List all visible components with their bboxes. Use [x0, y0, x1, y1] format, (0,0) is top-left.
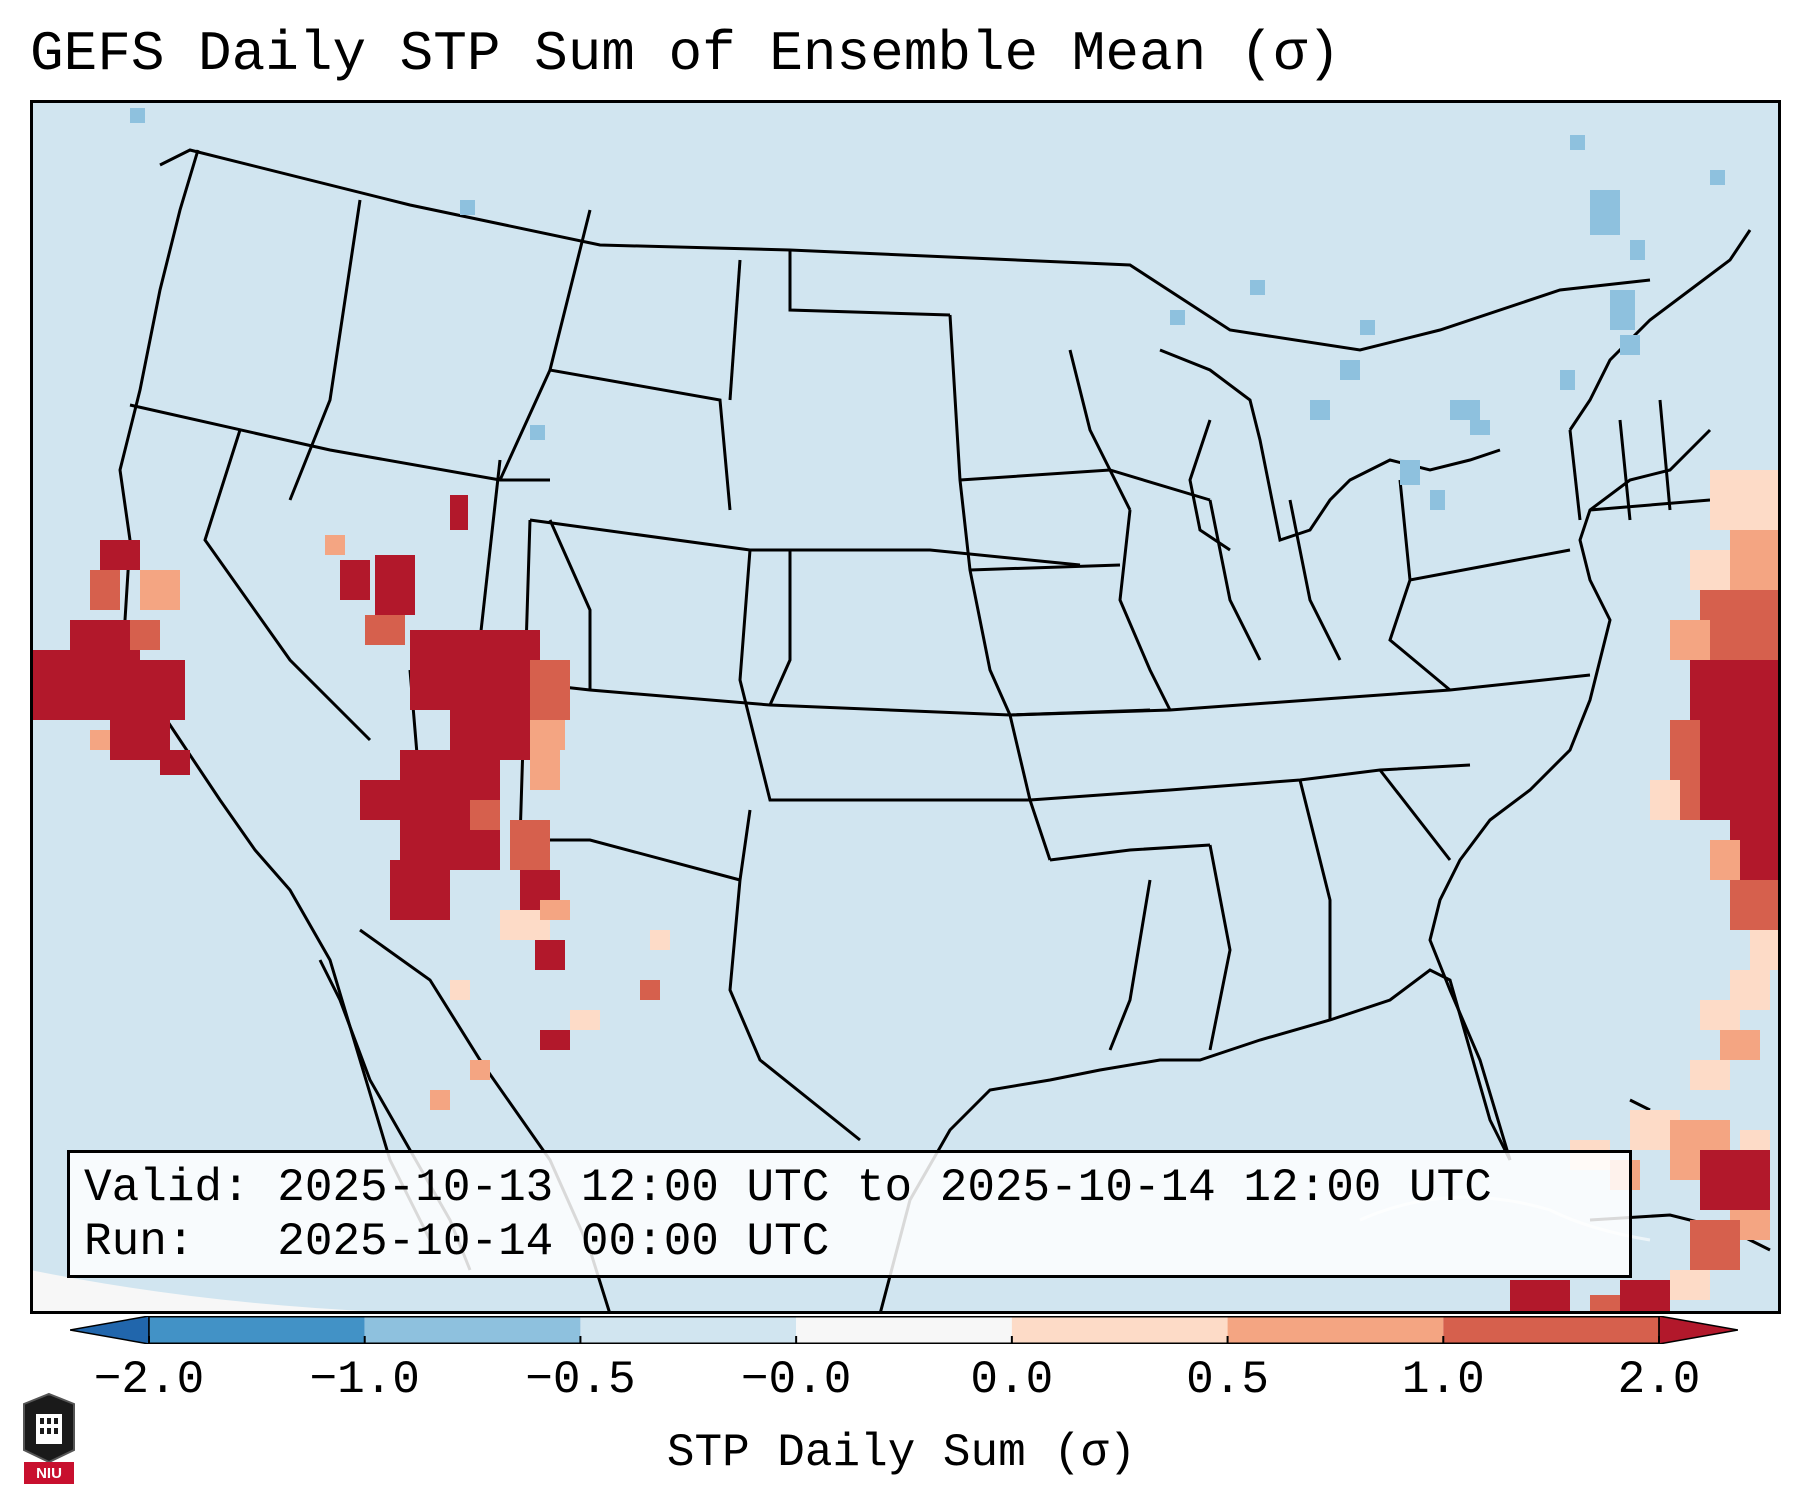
valid-time-line: Valid: 2025-10-13 12:00 UTC to 2025-10-1… — [84, 1162, 1492, 1214]
colorbar-bin — [364, 1316, 581, 1344]
map-title: GEFS Daily STP Sum of Ensemble Mean (σ) — [30, 22, 1341, 86]
map-background — [30, 100, 1781, 1314]
colorbar-tick-label: −2.0 — [93, 1354, 205, 1406]
colorbar-tick-labels: −2.0 −1.0 −0.5 −0.0 0.0 0.5 1.0 2.0 — [0, 1352, 1803, 1412]
colorbar-border — [148, 1316, 1660, 1344]
colorbar — [70, 1316, 1738, 1344]
colorbar-tick-label: 0.0 — [970, 1354, 1054, 1406]
colorbar-bin — [1011, 1316, 1228, 1344]
map-svg — [30, 100, 1781, 1314]
colorbar-under-extension — [70, 1316, 150, 1344]
map-border — [30, 100, 1781, 1314]
colorbar-tick-label: −0.0 — [740, 1354, 852, 1406]
map-edge-region — [30, 1270, 450, 1314]
colorbar-tick-label: −1.0 — [309, 1354, 420, 1406]
colorbar-bin — [580, 1316, 797, 1344]
colorbar-bin — [149, 1316, 365, 1344]
validity-info-box: Valid: 2025-10-13 12:00 UTC to 2025-10-1… — [67, 1150, 1632, 1278]
boundary-lines — [118, 148, 1771, 1314]
colorbar-tick-label: 0.5 — [1186, 1354, 1269, 1406]
niu-logo: NIU — [20, 1392, 78, 1484]
colorbar-over-extension — [1658, 1316, 1738, 1344]
colorbar-bin — [1443, 1316, 1659, 1344]
colorbar-tick-label: −0.5 — [525, 1354, 636, 1406]
colorbar-svg — [70, 1316, 1738, 1344]
niu-logo-icon — [23, 1392, 75, 1484]
run-time-line: Run: 2025-10-14 00:00 UTC — [84, 1216, 830, 1268]
colorbar-bin — [1227, 1316, 1444, 1344]
colorbar-bin — [796, 1316, 1012, 1344]
logo-text: NIU — [36, 1465, 62, 1482]
map-panel — [30, 100, 1781, 1314]
colorbar-tick-label: 2.0 — [1617, 1354, 1701, 1406]
colorbar-tick-label: 1.0 — [1401, 1354, 1485, 1406]
colorbar-label: STP Daily Sum (σ) — [666, 1427, 1137, 1479]
stp-field-cells — [30, 108, 1781, 1314]
